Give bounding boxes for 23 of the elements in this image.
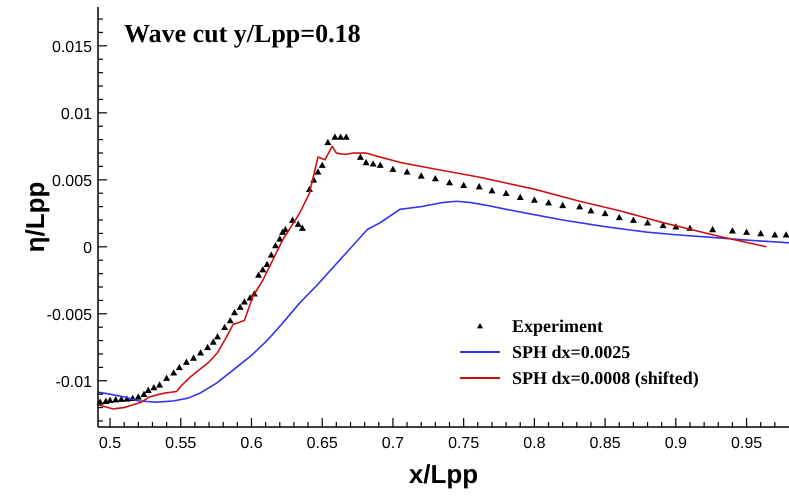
y-tick-label: -0.01 (56, 374, 92, 391)
x-tick-label: 0.6 (240, 435, 263, 452)
x-tick-label: 0.95 (730, 435, 762, 452)
x-tick-label: 0.7 (382, 435, 404, 452)
y-tick-label: -0.005 (46, 306, 92, 324)
legend-label: SPH dx=0.0008 (shifted) (512, 368, 699, 388)
y-tick-label: 0 (83, 240, 92, 257)
text: Wave cut y/Lpp=0.18 (124, 19, 361, 48)
x-tick-label: 0.85 (590, 435, 621, 452)
x-tick-label: 0.9 (664, 435, 688, 452)
x-tick-label: 0.8 (523, 435, 546, 452)
x-tick-label: 0.75 (448, 435, 480, 452)
legend-label: SPH dx=0.0025 (512, 342, 630, 362)
line-series (97, 200, 789, 404)
x-tick-label: 0.55 (165, 435, 196, 452)
y-tick-label: 0.01 (60, 106, 92, 123)
y-tick-label: 0.015 (52, 38, 92, 56)
y-axis-title: η/Lpp (20, 182, 50, 252)
legend-label: Experiment (512, 316, 603, 336)
x-tick-label: 0.5 (98, 435, 122, 452)
x-axis-title: x/Lpp (408, 459, 478, 489)
x-tick-label: 0.65 (306, 435, 338, 452)
y-tick-label: 0.005 (52, 172, 92, 190)
